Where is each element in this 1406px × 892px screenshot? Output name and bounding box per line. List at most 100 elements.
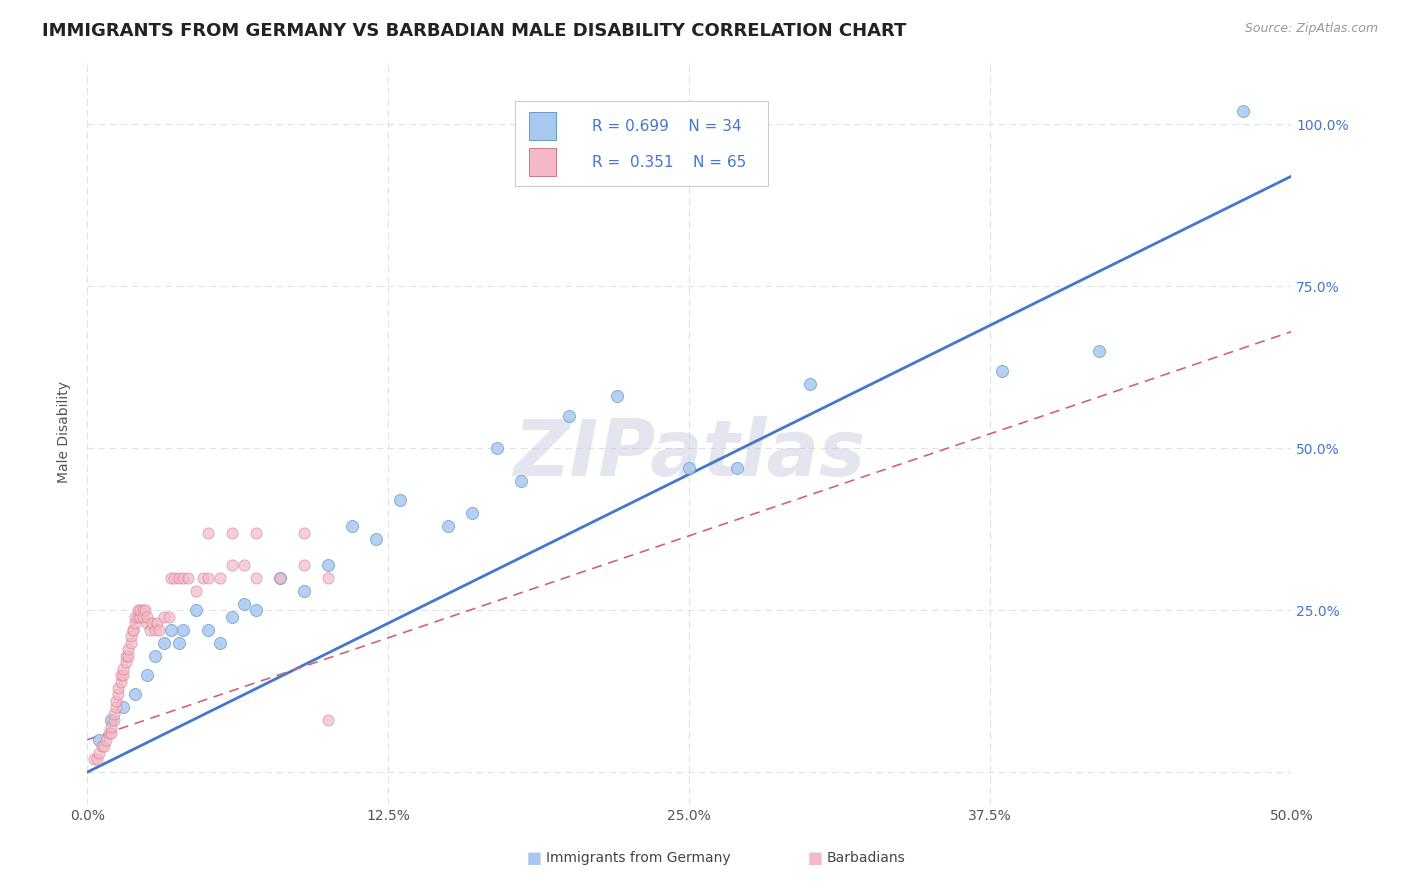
- Point: [100, 726, 122, 740]
- Point: [105, 700, 128, 714]
- Point: [117, 642, 139, 657]
- Point: [129, 609, 152, 624]
- Point: [191, 571, 214, 585]
- Point: [366, 532, 388, 546]
- Point: [437, 519, 460, 533]
- Point: [131, 603, 153, 617]
- Point: [485, 442, 508, 456]
- Point: [112, 668, 135, 682]
- Point: [127, 603, 149, 617]
- Point: [110, 674, 132, 689]
- Point: [208, 571, 231, 585]
- Point: [678, 460, 700, 475]
- Point: [100, 714, 122, 728]
- Point: [148, 623, 170, 637]
- Point: [103, 706, 125, 721]
- Point: [136, 609, 159, 624]
- Text: Immigrants from Germany: Immigrants from Germany: [546, 851, 730, 865]
- Point: [292, 583, 315, 598]
- Bar: [515, 101, 768, 186]
- Point: [122, 623, 145, 637]
- Text: Barbadians: Barbadians: [827, 851, 905, 865]
- Text: ▪: ▪: [526, 847, 543, 870]
- Point: [509, 474, 531, 488]
- Text: IMMIGRANTS FROM GERMANY VS BARBADIAN MALE DISABILITY CORRELATION CHART: IMMIGRANTS FROM GERMANY VS BARBADIAN MAL…: [42, 22, 907, 40]
- Point: [160, 623, 183, 637]
- Point: [245, 571, 267, 585]
- Point: [316, 558, 339, 572]
- Point: [124, 688, 146, 702]
- Point: [221, 525, 243, 540]
- Point: [100, 720, 122, 734]
- Point: [107, 681, 129, 695]
- Point: [197, 525, 219, 540]
- Point: [107, 688, 129, 702]
- Point: [1232, 104, 1254, 119]
- Point: [221, 558, 243, 572]
- Point: [163, 571, 186, 585]
- Point: [139, 623, 162, 637]
- Point: [146, 616, 169, 631]
- Point: [105, 694, 128, 708]
- Point: [197, 571, 219, 585]
- Point: [141, 616, 163, 631]
- Point: [143, 623, 166, 637]
- Point: [131, 609, 153, 624]
- Point: [1087, 344, 1109, 359]
- Point: [120, 629, 142, 643]
- Point: [184, 583, 207, 598]
- Point: [124, 616, 146, 631]
- Point: [177, 571, 200, 585]
- Point: [292, 558, 315, 572]
- Point: [991, 363, 1014, 377]
- Point: [136, 616, 159, 631]
- Point: [232, 558, 254, 572]
- Point: [292, 525, 315, 540]
- Point: [167, 635, 190, 649]
- Point: [558, 409, 581, 423]
- Point: [103, 714, 125, 728]
- Point: [114, 655, 136, 669]
- Point: [389, 493, 412, 508]
- Point: [96, 732, 118, 747]
- Point: [112, 662, 135, 676]
- Point: [83, 752, 105, 766]
- Text: R =  0.351    N = 65: R = 0.351 N = 65: [592, 155, 747, 169]
- Point: [232, 597, 254, 611]
- Text: R = 0.699    N = 34: R = 0.699 N = 34: [592, 119, 741, 134]
- Text: ZIPatlas: ZIPatlas: [513, 417, 865, 492]
- Point: [157, 609, 180, 624]
- Point: [340, 519, 363, 533]
- Point: [129, 603, 152, 617]
- Point: [89, 732, 111, 747]
- Point: [89, 746, 111, 760]
- Point: [114, 648, 136, 663]
- Point: [112, 700, 135, 714]
- Point: [153, 609, 176, 624]
- Point: [110, 668, 132, 682]
- Point: [316, 571, 339, 585]
- Y-axis label: Male Disability: Male Disability: [58, 381, 72, 483]
- Point: [245, 603, 267, 617]
- Point: [86, 752, 108, 766]
- Point: [184, 603, 207, 617]
- Point: [120, 635, 142, 649]
- Point: [167, 571, 190, 585]
- Text: Source: ZipAtlas.com: Source: ZipAtlas.com: [1244, 22, 1378, 36]
- Point: [160, 571, 183, 585]
- Point: [122, 623, 145, 637]
- Point: [606, 389, 628, 403]
- Point: [269, 571, 291, 585]
- Point: [90, 739, 112, 754]
- Point: [316, 714, 339, 728]
- Point: [173, 571, 195, 585]
- Point: [269, 571, 291, 585]
- Point: [124, 609, 146, 624]
- Point: [136, 668, 159, 682]
- Point: [245, 525, 267, 540]
- Point: [173, 623, 195, 637]
- Point: [97, 726, 120, 740]
- Point: [461, 506, 484, 520]
- Point: [208, 635, 231, 649]
- Point: [127, 609, 149, 624]
